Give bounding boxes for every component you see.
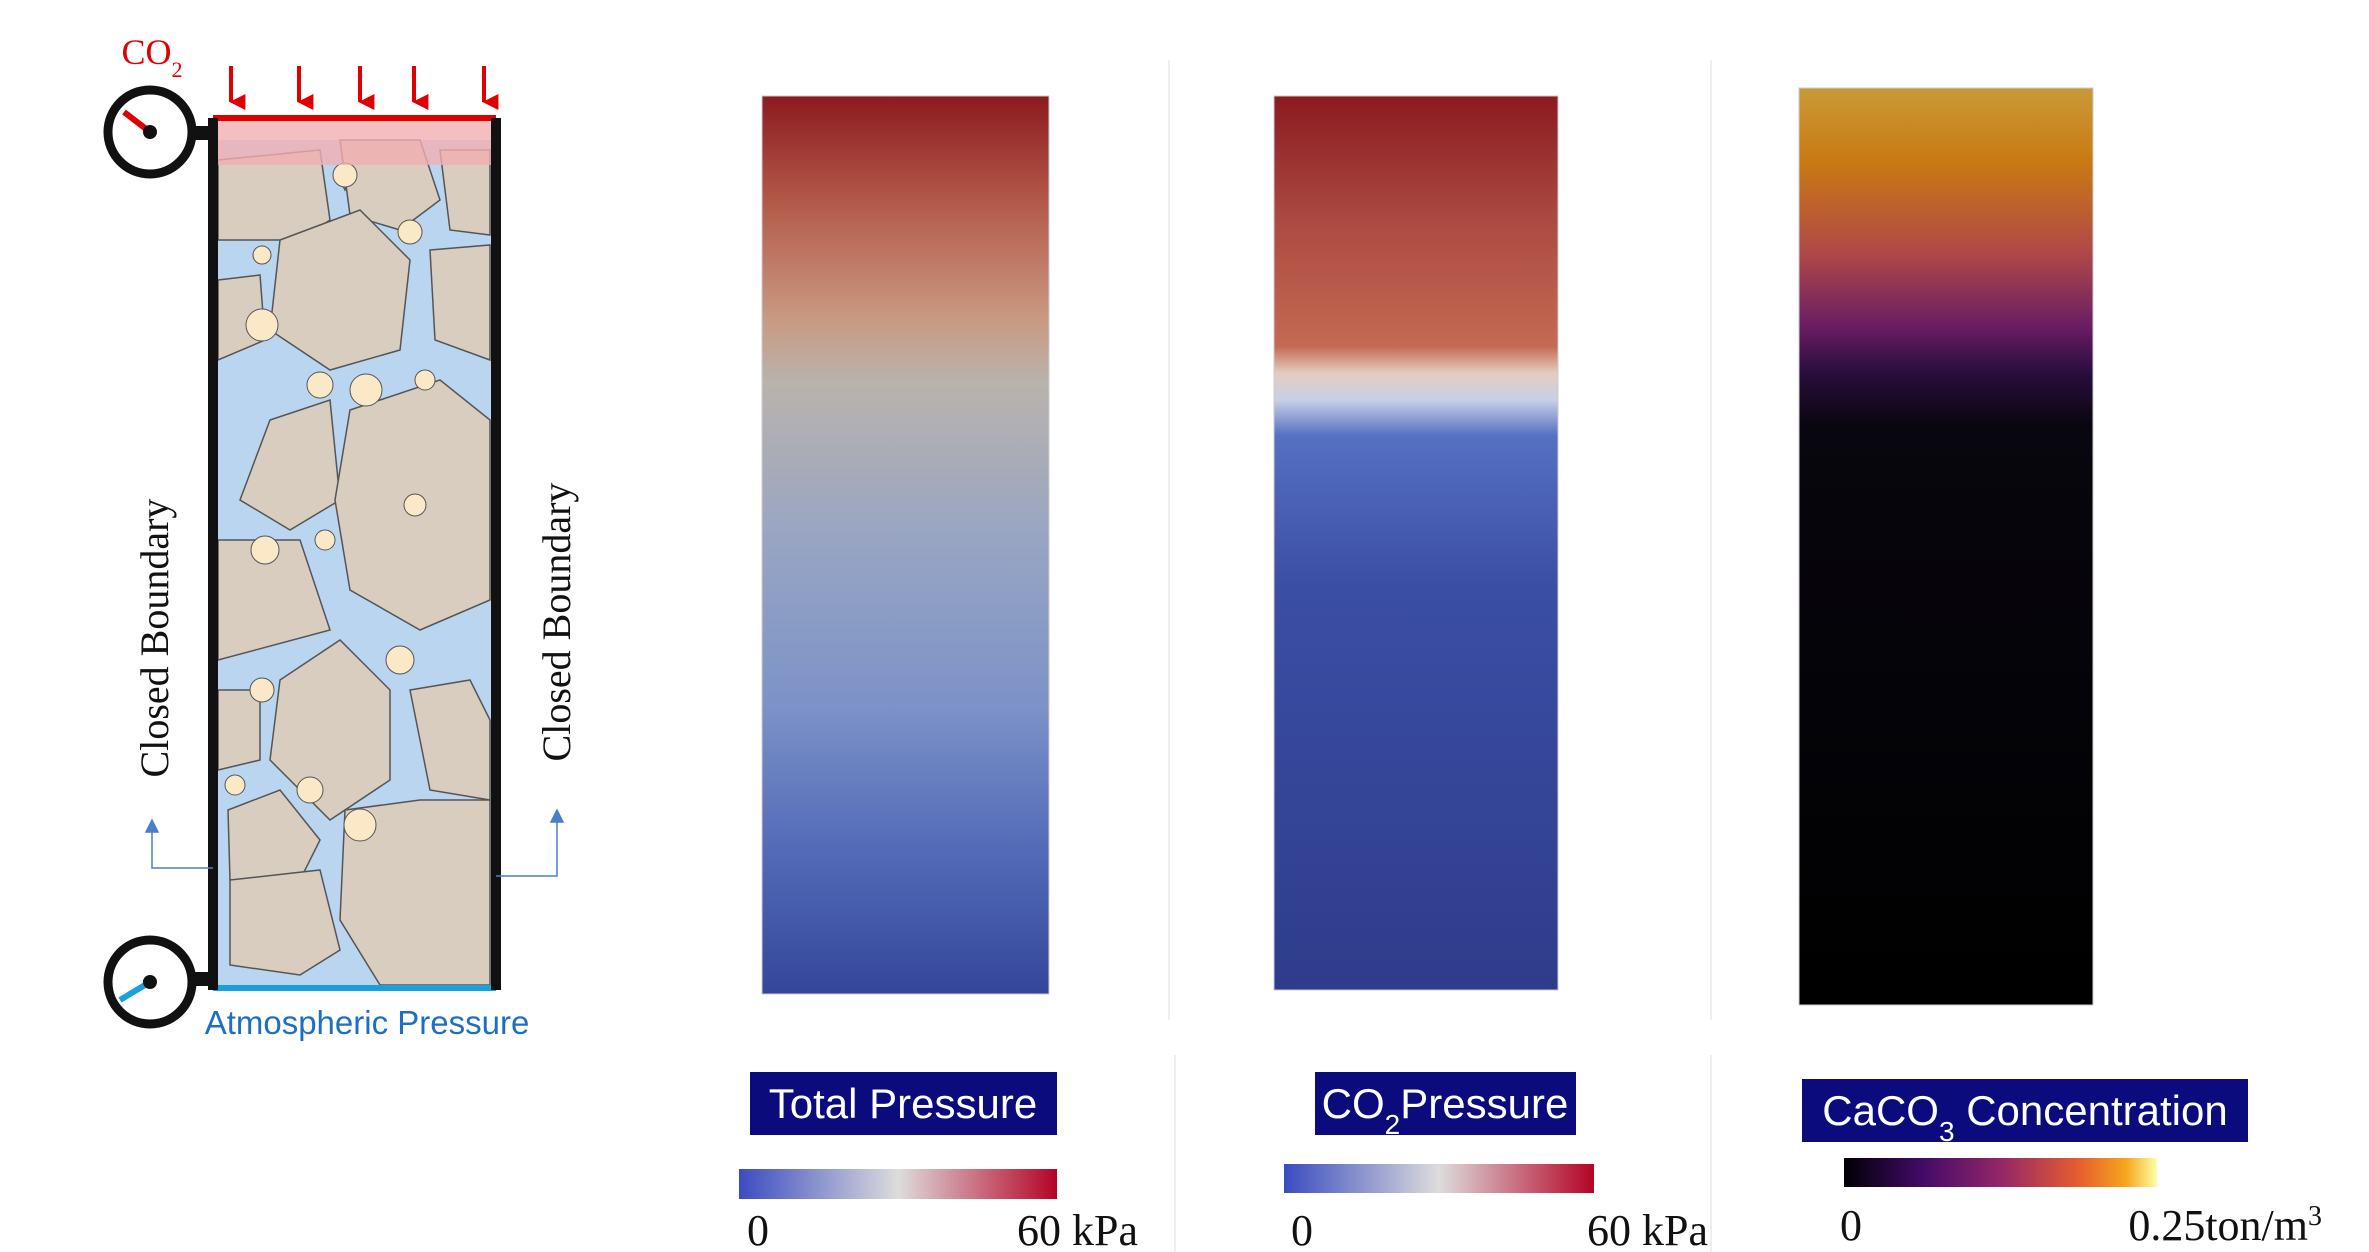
schematic: CO2 Closed Boundary Closed Boundary Atmo…	[108, 32, 579, 1041]
colorbar	[1284, 1164, 1594, 1193]
colorbar	[1844, 1158, 2157, 1187]
label-main: 60 kPa	[1017, 1206, 1138, 1252]
inlet-zone	[213, 120, 496, 165]
outlet-label: Atmospheric Pressure	[205, 1004, 530, 1041]
panel-title: Total Pressure	[769, 1080, 1037, 1127]
label-sup: 3	[2308, 1201, 2322, 1232]
title-rest: Pressure	[1400, 1080, 1568, 1127]
colorbar-min: 0	[1291, 1206, 1313, 1252]
colorbar-max: 60 kPa	[1587, 1206, 1708, 1252]
page: CO2 Closed Boundary Closed Boundary Atmo…	[0, 0, 2369, 1252]
label-main: 60 kPa	[1587, 1206, 1708, 1252]
colorbar-labels: 0 60 kPa 0 60 kPa 0 0.25ton/m3	[747, 1201, 2322, 1252]
title-sub: 2	[1385, 1109, 1401, 1140]
title-sub: 3	[1939, 1116, 1955, 1147]
inlet-label: CO2	[121, 32, 182, 82]
right-boundary-label: Closed Boundary	[534, 483, 579, 762]
label-sub: 2	[172, 57, 183, 82]
outlet-gauge	[108, 940, 215, 1024]
colorbar-max: 60 kPa	[1017, 1206, 1138, 1252]
title-rest: Concentration	[1955, 1087, 2228, 1134]
title-main: CO	[1322, 1080, 1385, 1127]
total-pressure-field	[762, 96, 1049, 994]
title-main: Total Pressure	[769, 1080, 1037, 1127]
colorbar	[739, 1169, 1057, 1199]
co2-pressure-field	[1274, 96, 1558, 990]
inflow-arrows	[231, 66, 484, 102]
colorbar-max: 0.25ton/m3	[2128, 1201, 2322, 1251]
title-main: CaCO	[1822, 1087, 1939, 1134]
label-main: CO	[121, 32, 171, 72]
left-boundary-label: Closed Boundary	[132, 499, 177, 778]
label-main: 0.25ton/m	[2128, 1201, 2308, 1250]
inlet-gauge	[108, 90, 215, 174]
figure: CO2 Closed Boundary Closed Boundary Atmo…	[0, 0, 2369, 1252]
colorbar-min: 0	[1840, 1201, 1862, 1250]
colorbar-min: 0	[747, 1206, 769, 1252]
caco3-field	[1799, 88, 2093, 1005]
